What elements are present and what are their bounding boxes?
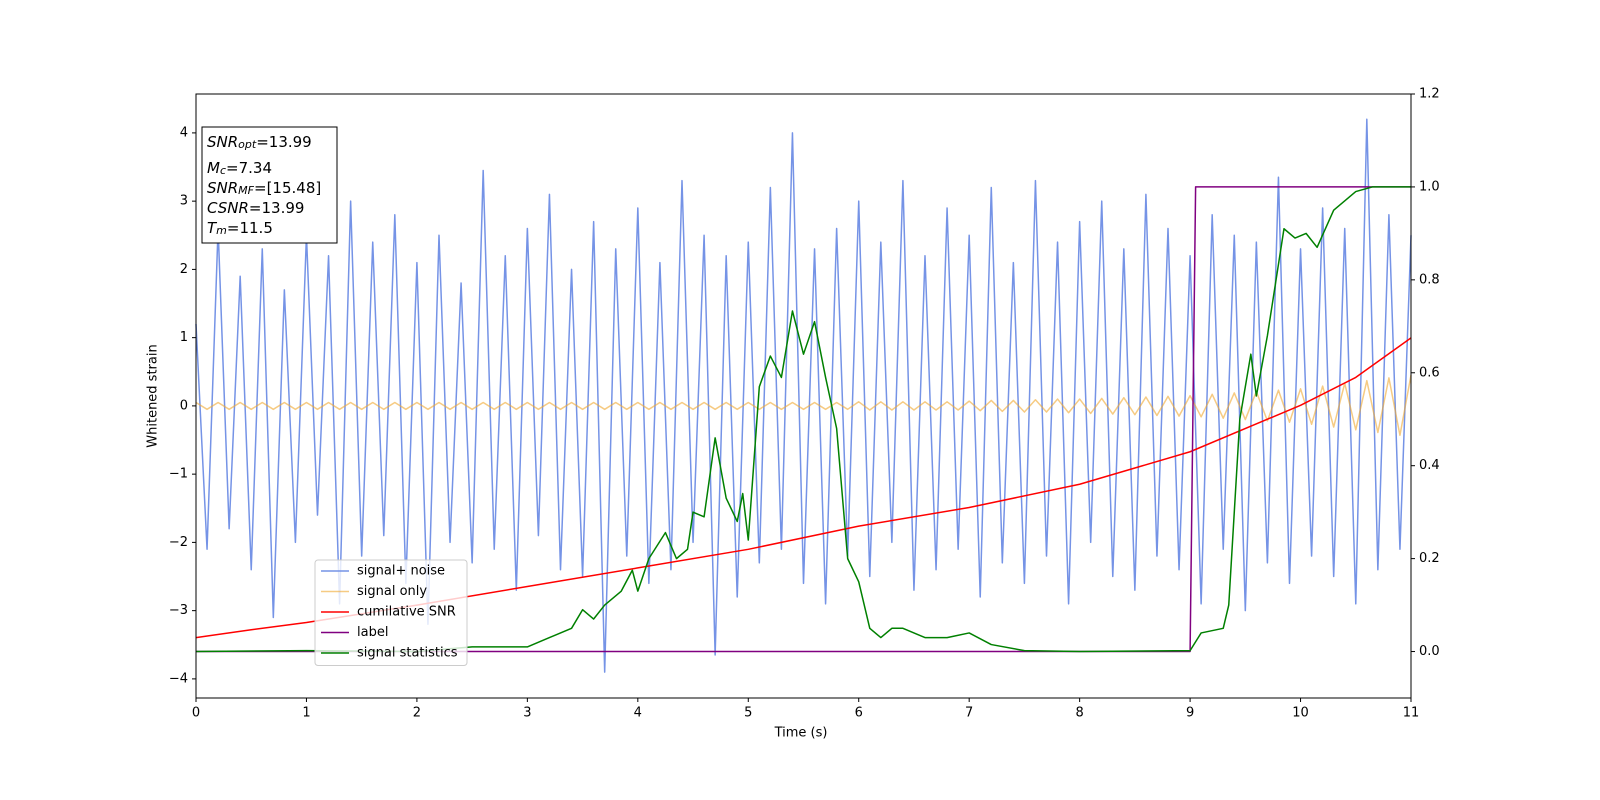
y2-tick-label: 0.8 [1419, 272, 1440, 287]
legend-frame [314, 559, 468, 666]
annotation-symbol: T [207, 219, 218, 237]
y-tick-label: 1 [180, 330, 188, 345]
series-line [196, 186, 1411, 653]
y2-tick-label: 0.2 [1419, 551, 1440, 566]
annotation: CSNR=13.99 [207, 199, 304, 217]
series-line [195, 186, 1411, 653]
y2-tick-label: 0.0 [1419, 644, 1440, 659]
legend: signal+ noise signal only cumilative SNR la… [314, 559, 468, 666]
annotation-subscript: c [220, 164, 226, 177]
x-tick-label: 6 [855, 706, 863, 721]
annotation: SNRopt=13.99 [207, 133, 312, 151]
legend-label: signal statistics [357, 646, 458, 661]
annotation-text: =[15.48] [254, 179, 321, 197]
axes-frame [195, 93, 1412, 699]
y2-tick-label: 0.6 [1419, 365, 1440, 380]
annotation-symbol: CSNR [207, 199, 249, 217]
annotation-text: =11.5 [227, 219, 273, 237]
y-tick-label: −3 [169, 603, 188, 618]
annotation-text: =13.99 [249, 199, 305, 217]
y2-tick-label: 1.2 [1419, 87, 1440, 102]
legend-label: label [357, 625, 388, 640]
legend-label: signal+ noise [357, 564, 445, 579]
y-tick-label: −4 [169, 671, 188, 686]
x-tick-label: 4 [634, 706, 642, 721]
y-tick-label: 3 [180, 194, 188, 209]
x-tick-label: 11 [1403, 706, 1420, 721]
series-line [195, 118, 1412, 673]
annotation-symbol: SNR [207, 179, 238, 197]
annotation: Tm=11.5 [207, 219, 273, 237]
annotation-text: =7.34 [226, 159, 272, 177]
annotation-frame [201, 126, 338, 244]
annotation-subscript: MF [238, 184, 254, 197]
x-tick-label: 0 [192, 706, 200, 721]
x-tick-label: 5 [744, 706, 752, 721]
x-tick-label: 2 [413, 706, 421, 721]
y-axis-label: Whitened strain [146, 344, 161, 447]
x-tick-label: 1 [302, 706, 310, 721]
legend-label: signal only [357, 584, 427, 599]
annotation-subscript: opt [238, 138, 257, 151]
y-tick-label: −2 [169, 535, 188, 550]
legend-label: cumilative SNR [357, 605, 456, 620]
y-tick-label: 0 [180, 398, 188, 413]
annotation-symbol: M [207, 159, 220, 177]
x-tick-label: 9 [1186, 706, 1194, 721]
y2-tick-label: 0.4 [1419, 458, 1440, 473]
x-tick-label: 3 [523, 706, 531, 721]
y-tick-label: 2 [180, 262, 188, 277]
annotation: SNRMF=[15.48] [207, 179, 321, 197]
annotation: Mc=7.34 [207, 159, 272, 177]
annotation-box: SNRopt=13.99Mc=7.34SNRMF=[15.48]CSNR=13.… [201, 126, 338, 244]
x-tick-label: 8 [1075, 706, 1083, 721]
annotation-text: =13.99 [256, 133, 312, 151]
annotation-symbol: SNR [207, 133, 238, 151]
x-axis-label: Time (s) [774, 726, 828, 741]
y2-tick-label: 1.0 [1419, 179, 1440, 194]
annotation-subscript: m [216, 224, 227, 237]
x-tick-label: 7 [965, 706, 973, 721]
series-line [195, 375, 1412, 436]
x-tick-label: 10 [1292, 706, 1309, 721]
y-tick-label: −1 [169, 467, 188, 482]
y-tick-label: 4 [180, 125, 188, 140]
